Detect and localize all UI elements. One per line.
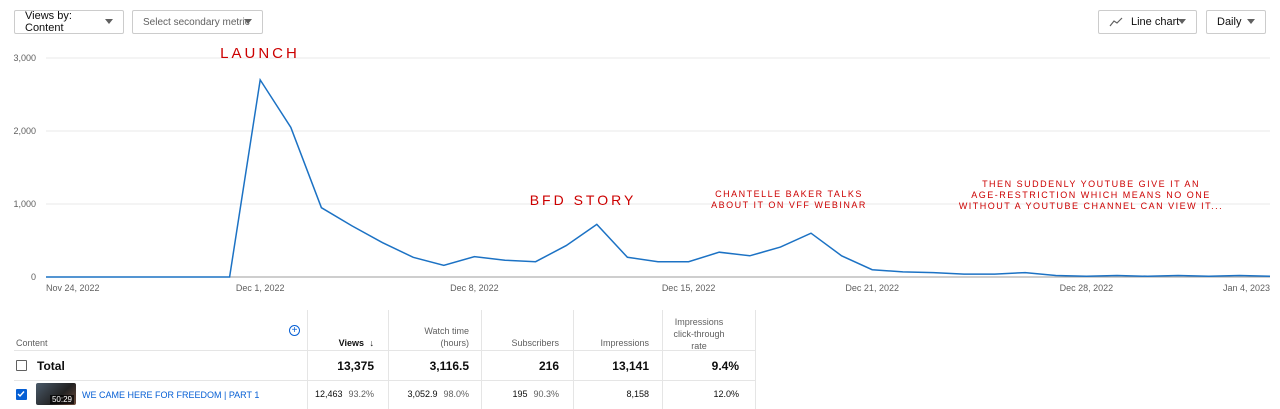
caret-down-icon bbox=[1178, 19, 1186, 24]
watch-time-header[interactable]: Watch time (hours) bbox=[424, 325, 469, 349]
views-by-dropdown[interactable]: Views by: Content bbox=[14, 10, 124, 34]
chart-annotation: WITHOUT A YOUTUBE CHANNEL CAN VIEW IT... bbox=[959, 201, 1223, 211]
x-tick-label: Dec 8, 2022 bbox=[450, 283, 499, 293]
checkmark-icon bbox=[17, 391, 25, 398]
video-ctr: 12.0% bbox=[713, 389, 739, 399]
y-tick-label: 1,000 bbox=[13, 199, 36, 209]
total-ctr: 9.4% bbox=[711, 359, 739, 373]
x-tick-label: Nov 24, 2022 bbox=[46, 283, 100, 293]
granularity-label: Daily bbox=[1217, 16, 1242, 28]
watch-time-header-line2: (hours) bbox=[440, 338, 469, 348]
granularity-dropdown[interactable]: Daily bbox=[1206, 10, 1266, 34]
ctr-header-line3: rate bbox=[691, 341, 707, 351]
x-tick-label: Jan 4, 2023 bbox=[1223, 283, 1270, 293]
views-line-chart[interactable]: 3,000 2,000 1,000 0 Nov 24, 2022 Dec 1, 2022… bbox=[0, 40, 1280, 302]
y-tick-label: 0 bbox=[31, 272, 36, 282]
content-header: Content bbox=[16, 338, 48, 348]
views-header[interactable]: Views ↓ bbox=[339, 337, 374, 349]
x-tick-label: Dec 21, 2022 bbox=[845, 283, 899, 293]
video-subs-pct: 90.3% bbox=[533, 389, 559, 399]
chart-type-label: Line chart bbox=[1131, 16, 1180, 28]
video-views: 12,463 93.2% bbox=[315, 389, 374, 399]
video-watch-value: 3,052.9 bbox=[407, 389, 438, 399]
add-column-icon[interactable]: + bbox=[289, 325, 300, 336]
arrow-down-icon: ↓ bbox=[369, 338, 375, 348]
chart-annotation: CHANTELLE BAKER TALKS bbox=[715, 189, 863, 199]
views-by-label: Views by: Content bbox=[25, 10, 72, 34]
chart-annotation: LAUNCH bbox=[220, 45, 300, 62]
video-subs-value: 195 bbox=[512, 389, 528, 399]
video-duration: 50:29 bbox=[49, 395, 74, 404]
chart-annotation: BFD STORY bbox=[530, 192, 637, 208]
video-views-pct: 93.2% bbox=[348, 389, 374, 399]
secondary-metric-label: Select secondary metric bbox=[143, 16, 250, 28]
caret-down-icon bbox=[105, 19, 113, 24]
ctr-header-line1: Impressions bbox=[674, 317, 724, 327]
video-title-link[interactable]: WE CAME HERE FOR FREEDOM | PART 1 bbox=[82, 390, 260, 400]
total-subscribers: 216 bbox=[538, 359, 559, 373]
views-header-label: Views bbox=[338, 338, 364, 348]
x-tick-label: Dec 28, 2022 bbox=[1060, 283, 1114, 293]
caret-down-icon bbox=[1247, 19, 1255, 24]
x-tick-label: Dec 1, 2022 bbox=[236, 283, 285, 293]
total-label: Total bbox=[37, 359, 65, 373]
video-subscribers: 195 90.3% bbox=[512, 389, 559, 399]
chart-type-dropdown[interactable]: Line chart bbox=[1098, 10, 1197, 34]
total-watch-time: 3,116.5 bbox=[429, 359, 469, 373]
views-series-line bbox=[46, 77, 1271, 278]
video-views-value: 12,463 bbox=[314, 389, 343, 399]
chart-annotation: AGE-RESTRICTION WHICH MEANS NO ONE bbox=[971, 190, 1211, 200]
watch-time-header-line1: Watch time bbox=[424, 326, 469, 336]
secondary-metric-dropdown[interactable]: Select secondary metric bbox=[132, 10, 263, 34]
y-tick-label: 2,000 bbox=[13, 126, 36, 136]
ctr-header[interactable]: Impressions click-through rate bbox=[659, 316, 739, 352]
video-thumbnail[interactable]: 50:29 bbox=[36, 383, 76, 405]
total-views: 13,375 bbox=[337, 359, 374, 373]
impressions-header[interactable]: Impressions bbox=[600, 338, 649, 348]
chart-annotation: ABOUT IT ON VFF WEBINAR bbox=[711, 200, 867, 210]
total-checkbox[interactable] bbox=[16, 360, 27, 371]
video-watch-time: 3,052.9 98.0% bbox=[407, 389, 469, 399]
x-tick-label: Dec 15, 2022 bbox=[662, 283, 716, 293]
total-impressions: 13,141 bbox=[612, 359, 649, 373]
subscribers-header[interactable]: Subscribers bbox=[511, 338, 559, 348]
caret-down-icon bbox=[244, 19, 252, 24]
video-watch-pct: 98.0% bbox=[443, 389, 469, 399]
ctr-header-line2: click-through bbox=[673, 329, 725, 339]
chart-annotation: THEN SUDDENLY YOUTUBE GIVE IT AN bbox=[982, 179, 1200, 189]
y-tick-label: 3,000 bbox=[13, 53, 36, 63]
line-chart-icon bbox=[1109, 17, 1123, 27]
video-impressions: 8,158 bbox=[626, 389, 649, 399]
video-checkbox[interactable] bbox=[16, 389, 27, 400]
